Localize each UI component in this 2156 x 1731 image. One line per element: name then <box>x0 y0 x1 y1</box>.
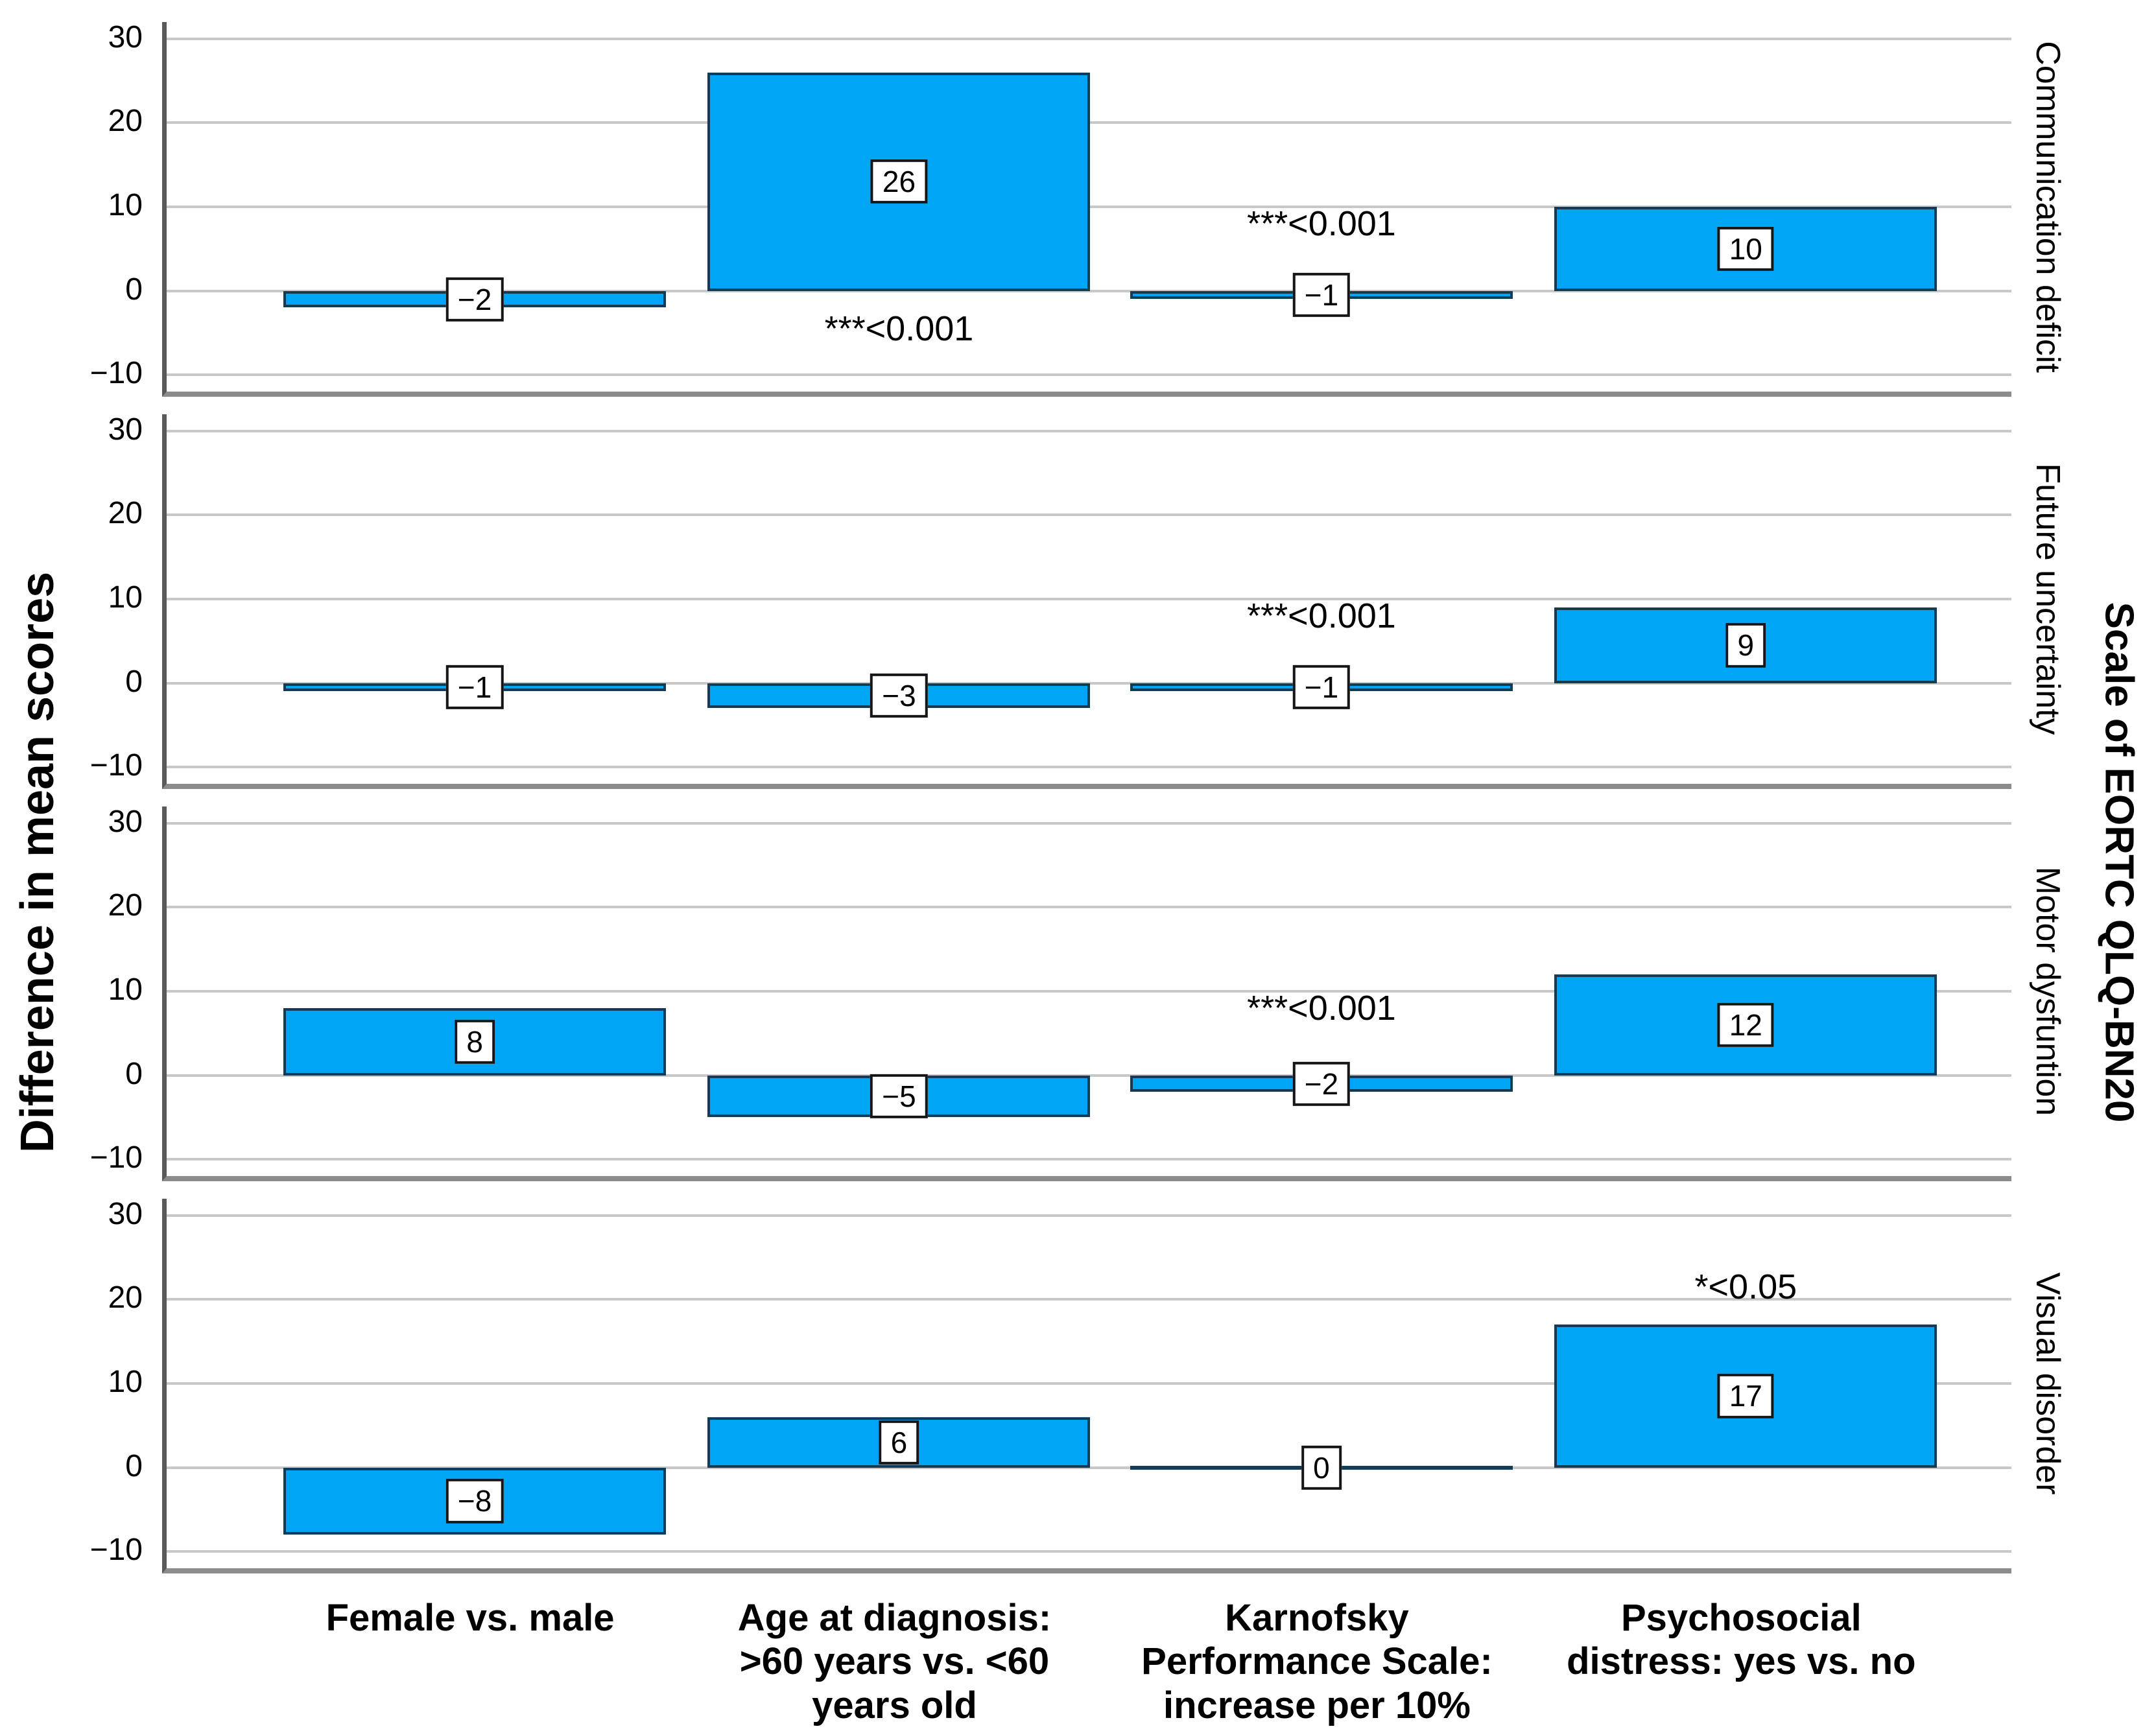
x-category-label: Psychosocial distress: yes vs. no <box>1567 1597 1916 1683</box>
x-category-label: Age at diagnosis: >60 years vs. <60 year… <box>737 1597 1052 1726</box>
y-tick-label: 30 <box>108 804 143 839</box>
bar-value-label: 0 <box>1301 1445 1342 1490</box>
gridline <box>167 37 2011 40</box>
y-tick-label: 30 <box>108 19 143 54</box>
gridline <box>167 766 2011 769</box>
y-tick-label: 30 <box>108 412 143 447</box>
gridline <box>167 289 2011 292</box>
significance-annotation: ***<0.001 <box>1247 988 1396 1028</box>
chart-panel: −8 6 0 17 *<0.05 <box>162 1199 2011 1573</box>
gridline <box>167 1382 2011 1385</box>
y-tick-label: 0 <box>125 664 143 699</box>
gridline <box>167 821 2011 825</box>
y-tick-label: 0 <box>125 1056 143 1091</box>
bar-value-label: −1 <box>1292 665 1351 710</box>
chart-panel: 8 −5 −2 12 ***<0.001 <box>162 807 2011 1181</box>
bar-value-label: 8 <box>455 1019 495 1064</box>
y-tick-label: −10 <box>89 748 143 783</box>
significance-annotation: ***<0.001 <box>1247 204 1396 243</box>
y-tick-label: 10 <box>108 1365 143 1399</box>
gridline <box>167 990 2011 993</box>
panel-scale-label: Visual disorder <box>2029 1272 2067 1495</box>
y-tick-label: 20 <box>108 104 143 139</box>
bar-value-label: −5 <box>870 1074 928 1119</box>
bar-value-label: 10 <box>1717 226 1774 271</box>
y-tick-label: −10 <box>89 356 143 391</box>
x-category-label: Karnofsky Performance Scale: increase pe… <box>1141 1597 1493 1726</box>
gridline <box>167 373 2011 377</box>
y-tick-label: 30 <box>108 1196 143 1231</box>
y-tick-label: 10 <box>108 972 143 1007</box>
panel-scale-label: Communication deficit <box>2029 41 2067 373</box>
y-tick-label: −10 <box>89 1533 143 1568</box>
gridline <box>167 598 2011 600</box>
significance-annotation: ***<0.001 <box>1247 596 1396 635</box>
bar-value-label: −1 <box>445 665 504 710</box>
bar-value-label: 12 <box>1717 1002 1774 1047</box>
chart-panel: −1 −3 −1 9 ***<0.001 <box>162 414 2011 789</box>
y-tick-label: −10 <box>89 1140 143 1175</box>
y-tick-label: 0 <box>125 1448 143 1483</box>
chart-panel: −2 26 −1 10 ***<0.001 ***<0.001 <box>162 22 2011 397</box>
gridline <box>167 429 2011 432</box>
bar-value-label: −2 <box>445 277 504 322</box>
bar-value-label: −2 <box>1292 1061 1351 1106</box>
right-axis-title: Scale of EORTC QLQ-BN20 <box>2096 602 2142 1123</box>
bar-value-label: −1 <box>1292 272 1351 318</box>
bar-value-label: 9 <box>1725 623 1766 668</box>
y-tick-label: 20 <box>108 496 143 531</box>
gridline <box>167 1550 2011 1553</box>
gridline <box>167 1466 2011 1469</box>
bar-value-label: −8 <box>445 1479 504 1524</box>
y-tick-label: 20 <box>108 1280 143 1315</box>
x-category-label: Female vs. male <box>326 1597 615 1639</box>
bar-value-label: 6 <box>879 1420 919 1465</box>
gridline <box>167 1298 2011 1301</box>
y-tick-label: 10 <box>108 188 143 222</box>
bar-value-label: 17 <box>1717 1374 1774 1419</box>
bar-value-label: 26 <box>870 159 928 204</box>
significance-annotation: *<0.05 <box>1694 1267 1797 1307</box>
panel-scale-label: Future uncertainty <box>2029 463 2067 735</box>
y-tick-label: 20 <box>108 888 143 923</box>
gridline <box>167 906 2011 909</box>
panel-scale-label: Motor dysfuntion <box>2029 866 2067 1116</box>
y-tick-label: 10 <box>108 580 143 615</box>
y-tick-label: 0 <box>125 272 143 307</box>
bar-value-label: −3 <box>870 673 928 718</box>
bar <box>1554 207 1937 291</box>
gridline <box>167 513 2011 517</box>
gridline <box>167 1214 2011 1217</box>
significance-annotation: ***<0.001 <box>824 309 974 348</box>
gridline <box>167 1158 2011 1161</box>
